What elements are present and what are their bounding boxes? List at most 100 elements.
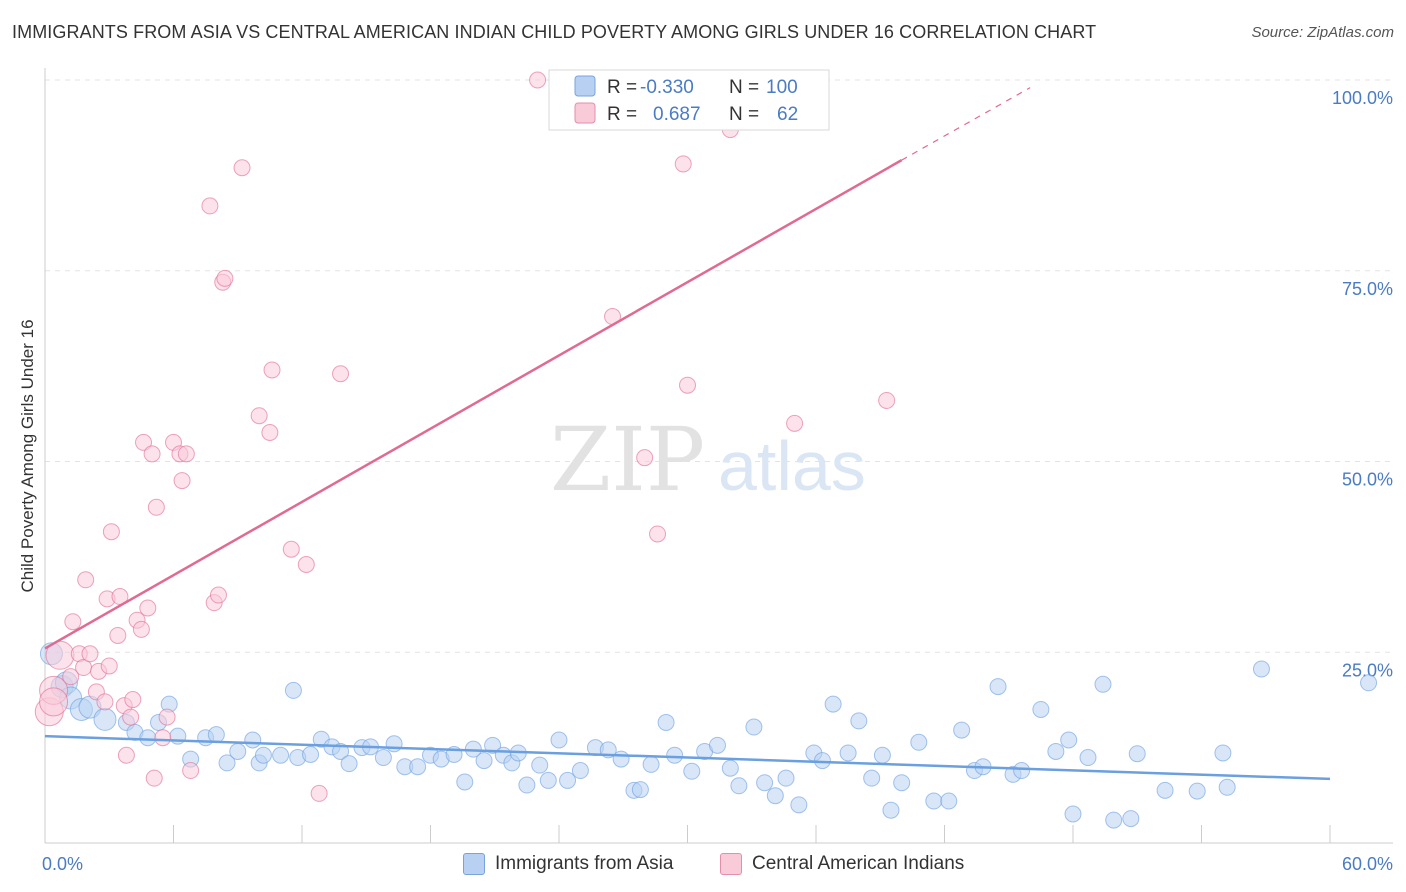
y-tick-label-2: 75.0% xyxy=(1342,279,1393,299)
asia-point-73 xyxy=(850,712,868,730)
asia-point-65 xyxy=(756,774,774,792)
cai-point-2 xyxy=(39,687,69,717)
cai-point-38 xyxy=(209,586,227,604)
asia-point-48 xyxy=(550,731,568,749)
cai-point-44 xyxy=(263,361,281,379)
asia-point-67 xyxy=(777,769,795,787)
cai-point-34 xyxy=(177,445,195,463)
cai-point-47 xyxy=(310,784,328,802)
asia-trend-line xyxy=(44,734,1331,781)
asia-point-97 xyxy=(1188,782,1206,800)
asia-point-57 xyxy=(657,713,675,731)
watermark-atlas: atlas xyxy=(718,427,866,505)
cai-point-28 xyxy=(147,498,165,516)
x-tick-label-1: 60.0% xyxy=(1342,854,1393,874)
cai-point-26 xyxy=(143,445,161,463)
asia-point-84 xyxy=(989,678,1007,696)
asia-point-47 xyxy=(539,771,557,789)
trend-lines xyxy=(44,87,1331,781)
source-label: Source: ZipAtlas.com xyxy=(1251,24,1394,41)
bottom-legend: Immigrants from Asia Central American In… xyxy=(0,850,1406,880)
asia-point-46 xyxy=(531,756,549,774)
legend-n-label-asia: N = xyxy=(729,77,759,98)
asia-point-87 xyxy=(1032,700,1050,718)
x-tick-labels: 0.0% 60.0% xyxy=(42,854,1393,874)
cai-point-5 xyxy=(64,613,82,631)
cai-point-40 xyxy=(216,269,234,287)
legend-r-label-cai: R = xyxy=(607,104,637,125)
asia-point-6 xyxy=(93,707,117,731)
asia-point-86 xyxy=(1013,762,1031,780)
asia-point-28 xyxy=(340,755,358,773)
asia-point-93 xyxy=(1105,811,1123,829)
cai-point-30 xyxy=(158,708,176,726)
asia-point-59 xyxy=(683,762,701,780)
asia-point-20 xyxy=(254,746,272,764)
cai-point-35 xyxy=(182,762,200,780)
asia-point-90 xyxy=(1064,805,1082,823)
legend-label-asia: Immigrants from Asia xyxy=(495,853,674,874)
grid-lines xyxy=(45,79,1393,653)
asia-point-53 xyxy=(612,750,630,768)
cai-point-8 xyxy=(77,571,95,589)
asia-point-50 xyxy=(571,762,589,780)
asia-point-55 xyxy=(631,781,649,799)
asia-point-63 xyxy=(730,777,748,795)
cai-point-42 xyxy=(250,407,268,425)
cai-point-36 xyxy=(201,197,219,215)
cai-point-19 xyxy=(117,746,135,764)
asia-point-101 xyxy=(1360,674,1378,692)
legend-label-cai: Central American Indians xyxy=(752,853,965,874)
asia-point-79 xyxy=(925,792,943,810)
cai-point-43 xyxy=(261,424,279,442)
legend-box xyxy=(548,69,830,131)
asia-point-18 xyxy=(244,731,262,749)
legend-swatch-asia xyxy=(574,75,596,97)
y-tick-label-1: 50.0% xyxy=(1342,470,1393,490)
asia-point-56 xyxy=(642,755,660,773)
asia-point-94 xyxy=(1122,810,1140,828)
asia-point-16 xyxy=(218,754,236,772)
correlation-legend: R = -0.330 N = 100 R = 0.687 N = 62 xyxy=(548,69,830,131)
legend-r-label-asia: R = xyxy=(607,77,637,98)
asia-point-34 xyxy=(409,758,427,776)
asia-point-40 xyxy=(475,752,493,770)
cai-point-14 xyxy=(100,657,118,675)
asia-point-68 xyxy=(790,796,808,814)
cai-point-60 xyxy=(786,414,804,432)
asia-point-78 xyxy=(910,733,928,751)
legend-r-value-asia: -0.330 xyxy=(640,77,694,98)
asia-point-80 xyxy=(940,792,958,810)
cai-point-61 xyxy=(878,391,896,409)
asia-point-95 xyxy=(1128,745,1146,763)
cai-point-51 xyxy=(636,449,654,467)
cai-point-49 xyxy=(529,71,547,89)
asia-point-74 xyxy=(863,769,881,787)
legend-item-asia[interactable]: Immigrants from Asia xyxy=(463,850,673,878)
asia-point-24 xyxy=(302,745,320,763)
legend-swatch-cai xyxy=(574,102,596,124)
cai-point-24 xyxy=(135,433,153,451)
asia-point-41 xyxy=(484,736,502,754)
y-tick-label-3: 100.0% xyxy=(1332,88,1393,108)
cai-point-54 xyxy=(679,376,696,394)
asia-point-61 xyxy=(708,736,726,754)
asia-point-22 xyxy=(284,681,302,699)
asia-point-31 xyxy=(374,749,392,767)
y-tick-label-0: 25.0% xyxy=(1342,660,1393,680)
legend-r-value-cai: 0.687 xyxy=(653,104,701,125)
asia-point-100 xyxy=(1252,660,1270,678)
legend-item-cai[interactable]: Central American Indians xyxy=(720,850,964,878)
cai-point-20 xyxy=(122,708,140,726)
asia-point-21 xyxy=(272,746,290,764)
asia-point-96 xyxy=(1156,781,1174,799)
asia-point-89 xyxy=(1060,731,1078,749)
asia-point-38 xyxy=(456,773,474,791)
asia-point-76 xyxy=(882,801,900,819)
y-tick-labels: 25.0% 50.0% 75.0% 100.0% xyxy=(1332,88,1393,680)
legend-swatch-pink xyxy=(720,853,742,875)
cai-point-25 xyxy=(139,599,157,617)
legend-n-label-cai: N = xyxy=(729,104,759,125)
asia-point-62 xyxy=(721,759,739,777)
